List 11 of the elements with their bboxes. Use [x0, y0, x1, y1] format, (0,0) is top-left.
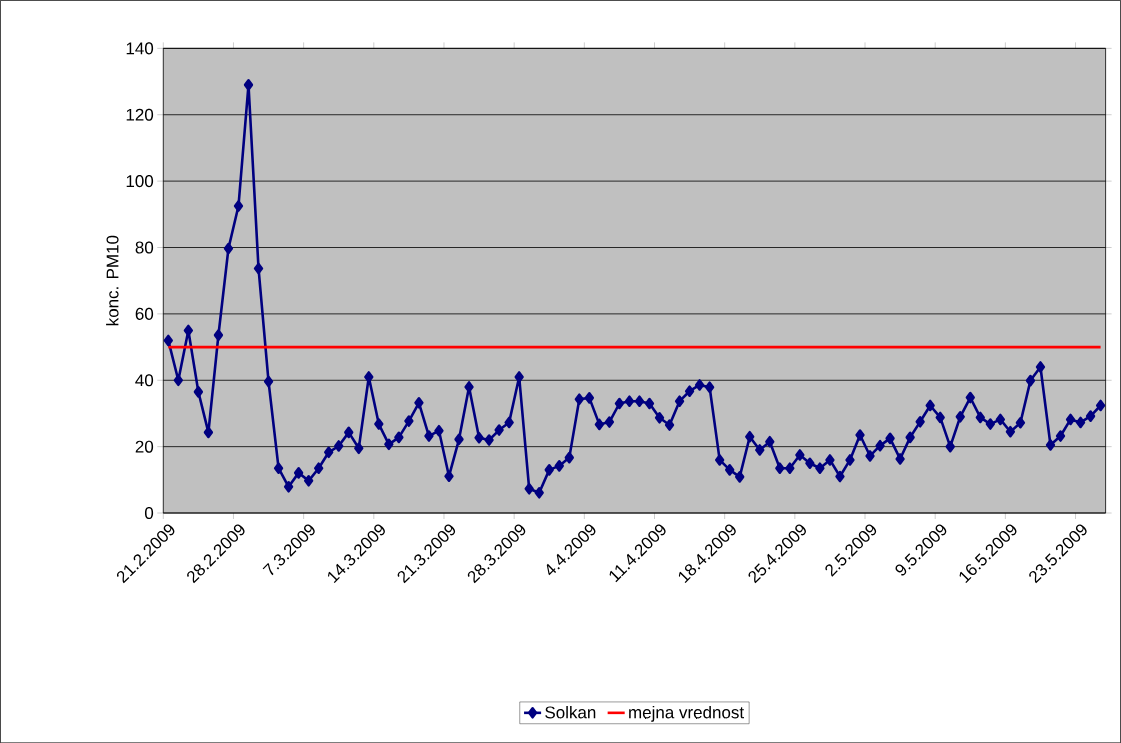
legend-label: Solkan	[545, 705, 596, 719]
y-tick-label: 20	[135, 440, 154, 453]
y-tick-label: 0	[144, 506, 154, 519]
legend-label: mejna vrednost	[629, 705, 744, 722]
y-tick-label: 120	[126, 108, 154, 121]
y-tick-label: 100	[126, 174, 154, 188]
y-axis-title: konc. PM10	[106, 235, 119, 326]
y-tick-label: 60	[135, 307, 154, 320]
y-tick-label: 140	[126, 42, 154, 55]
y-tick-label: 40	[135, 374, 154, 387]
y-tick-label: 80	[135, 241, 154, 254]
